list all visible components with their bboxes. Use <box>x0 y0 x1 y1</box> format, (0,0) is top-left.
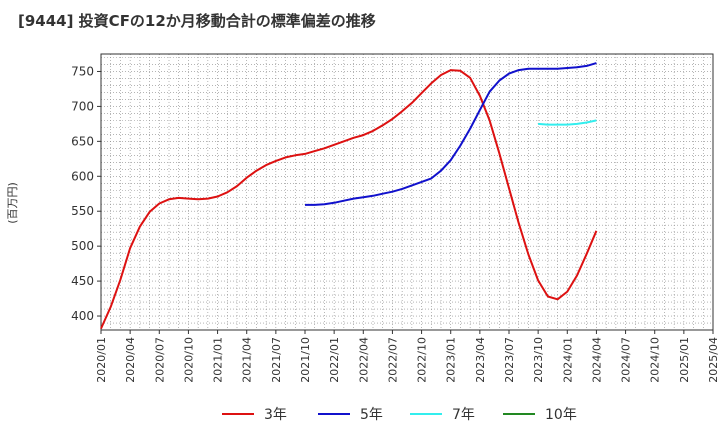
x-tick-label: 2022/01 <box>328 337 341 383</box>
x-tick-label: 2025/01 <box>678 337 691 383</box>
x-tick-label: 2025/04 <box>707 337 720 383</box>
y-tick-label: 750 <box>71 64 94 78</box>
x-tick-label: 2024/07 <box>620 337 633 383</box>
grid-lines <box>101 54 713 330</box>
y-tick-label: 500 <box>71 239 94 253</box>
y-tick-label: 450 <box>71 274 94 288</box>
x-tick-label: 2020/01 <box>95 337 108 383</box>
chart-title: [9444] 投資CFの12か月移動合計の標準偏差の推移 <box>18 12 376 30</box>
y-tick-label: 700 <box>71 99 94 113</box>
x-tick-label: 2024/01 <box>561 337 574 383</box>
x-tick-label: 2022/07 <box>386 337 399 383</box>
x-tick-label: 2021/04 <box>241 337 254 383</box>
x-tick-label: 2023/07 <box>503 337 516 383</box>
series-line-3 <box>538 119 597 126</box>
plot-area <box>100 53 714 331</box>
x-tick-label: 2023/10 <box>532 337 545 383</box>
x-tick-label: 2020/07 <box>153 337 166 383</box>
x-tick-label: 2020/04 <box>124 337 137 383</box>
x-tick-label: 2021/07 <box>270 337 283 383</box>
x-tick-label: 2022/10 <box>416 337 429 383</box>
legend-label-2: 5年 <box>360 407 383 423</box>
legend-label-4: 10年 <box>545 407 577 423</box>
series-line-2 <box>305 62 597 206</box>
x-tick-label: 2022/04 <box>357 337 370 383</box>
legend-label-1: 3年 <box>264 407 287 423</box>
axes: 400 450 500 550 600 650 700 750 2020/01 2020/04 20… <box>71 53 720 383</box>
x-tick-label: 2024/10 <box>649 337 662 383</box>
x-tick-label: 2023/01 <box>445 337 458 383</box>
x-tick-label: 2021/10 <box>299 337 312 383</box>
y-tick-label: 550 <box>71 204 94 218</box>
legend: 3年 5年 7年 10年 <box>222 407 577 423</box>
x-tick-label: 2021/01 <box>212 337 225 383</box>
x-tick-label: 2020/10 <box>182 337 195 383</box>
y-tick-label: 400 <box>71 309 94 323</box>
series-lines <box>100 62 598 330</box>
x-tick-label: 2023/04 <box>474 337 487 383</box>
y-axis-label: (百万円) <box>6 182 19 224</box>
series-line-1 <box>100 69 598 330</box>
legend-label-3: 7年 <box>452 407 475 423</box>
x-tick-label: 2024/04 <box>590 337 603 383</box>
y-tick-label: 600 <box>71 169 94 183</box>
y-tick-label: 650 <box>71 134 94 148</box>
